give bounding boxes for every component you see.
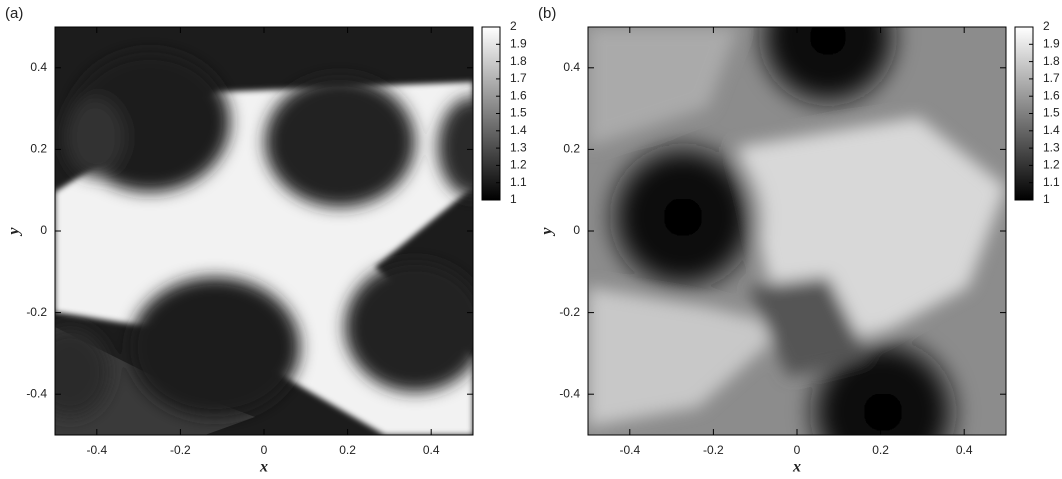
colorbar-tick-label: 1.5 <box>510 106 527 120</box>
colorbar-tick-label: 1.1 <box>510 175 527 189</box>
colorbar-tick-label: 2 <box>510 19 517 33</box>
colorbar-tick-label: 1.2 <box>510 158 527 172</box>
colorbar-tick-label: 1.9 <box>510 36 527 50</box>
y-axis-label: y <box>6 227 23 237</box>
y-tick-label: -0.4 <box>559 386 580 400</box>
colorbar-tick-label: 1.4 <box>1043 123 1060 137</box>
colorbar-tick-label: 1.7 <box>1043 71 1060 85</box>
panel-label: (b) <box>538 5 556 22</box>
x-tick-label: 0.4 <box>423 443 440 457</box>
colorbar-tick-label: 1.6 <box>510 88 527 102</box>
x-tick-label: -0.2 <box>170 443 191 457</box>
colorbar-tick-label: 1.8 <box>510 54 527 68</box>
colorbar-tick-label: 1.6 <box>1043 88 1060 102</box>
x-axis-label: x <box>792 459 801 476</box>
colorbar-tick-label: 1 <box>510 192 517 206</box>
x-tick-label: 0.2 <box>339 443 356 457</box>
y-tick-label: 0.4 <box>30 60 47 74</box>
y-tick-label: -0.2 <box>26 305 47 319</box>
colorbar-tick-label: 1.4 <box>510 123 527 137</box>
x-tick-label: -0.2 <box>703 443 724 457</box>
x-tick-label: 0 <box>261 443 268 457</box>
colorbar-tick-label: 1.1 <box>1043 175 1060 189</box>
x-tick-label: 0.4 <box>956 443 973 457</box>
y-tick-label: 0.2 <box>30 142 47 156</box>
y-tick-label: 0 <box>40 223 47 237</box>
colorbar-tick-label: 1.7 <box>510 71 527 85</box>
x-tick-label: 0 <box>794 443 801 457</box>
x-axis-label: x <box>259 459 268 476</box>
y-tick-label: 0.2 <box>563 142 580 156</box>
colorbar-tick-label: 1 <box>1043 192 1050 206</box>
panel-label: (a) <box>5 5 23 22</box>
y-tick-label: 0 <box>573 223 580 237</box>
x-tick-label: -0.4 <box>86 443 107 457</box>
colorbar-tick-label: 1.3 <box>1043 140 1060 154</box>
colorbar-tick-label: 1.9 <box>1043 36 1060 50</box>
y-tick-label: -0.2 <box>559 305 580 319</box>
colorbar-tick-label: 1.3 <box>510 140 527 154</box>
density-field <box>55 27 473 435</box>
colorbar-tick-label: 1.8 <box>1043 54 1060 68</box>
y-tick-label: 0.4 <box>563 60 580 74</box>
y-tick-label: -0.4 <box>26 386 47 400</box>
y-axis-label: y <box>539 227 556 237</box>
x-tick-label: 0.2 <box>872 443 889 457</box>
density-field <box>588 27 1006 435</box>
colorbar-tick-label: 1.2 <box>1043 158 1060 172</box>
colorbar-tick-label: 2 <box>1043 19 1050 33</box>
x-tick-label: -0.4 <box>619 443 640 457</box>
colorbar-tick-label: 1.5 <box>1043 106 1060 120</box>
